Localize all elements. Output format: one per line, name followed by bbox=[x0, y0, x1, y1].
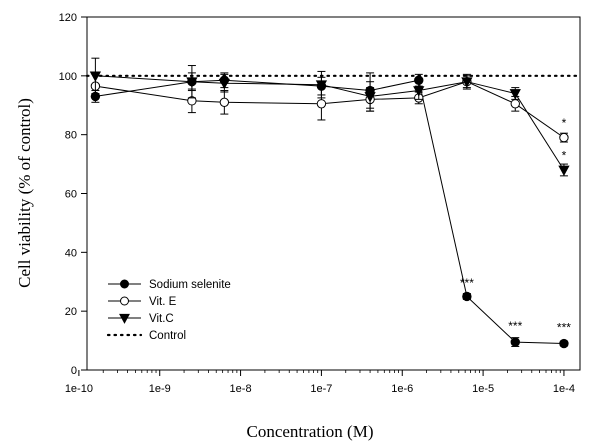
data-point bbox=[461, 77, 473, 88]
x-tick-label: 1e-4 bbox=[553, 383, 575, 395]
data-point bbox=[316, 99, 327, 109]
y-tick-label: 120 bbox=[59, 12, 77, 24]
legend-label: Vit. E bbox=[149, 296, 177, 308]
significance-marker: *** bbox=[508, 319, 522, 333]
legend-item: Vit. E bbox=[108, 296, 177, 308]
data-point bbox=[120, 279, 129, 289]
data-point bbox=[413, 86, 425, 97]
data-point bbox=[559, 132, 569, 143]
legend-item: Control bbox=[106, 330, 186, 342]
x-tick-label: 1e-9 bbox=[149, 383, 171, 395]
y-axis: 0 20 40 60 80 100 120 bbox=[59, 12, 87, 377]
x-axis: 1e-10 1e-9 1e-8 1e-7 1e-6 1e-5 1e-4 bbox=[65, 370, 575, 395]
x-tick-label: 1e-8 bbox=[230, 383, 252, 395]
y-axis-title: Cell viability (% of control) bbox=[15, 98, 34, 288]
significance-annotations: ****** ***** bbox=[460, 116, 571, 334]
significance-marker: *** bbox=[557, 320, 571, 334]
legend-item: Vit.C bbox=[108, 313, 174, 325]
legend-item: Sodium selenite bbox=[108, 279, 231, 291]
series-layer bbox=[89, 57, 570, 349]
y-tick-label: 80 bbox=[65, 130, 77, 142]
series-line bbox=[95, 75, 565, 171]
legend: Sodium selenite Vit. E Vit.C Control bbox=[106, 279, 231, 342]
data-point bbox=[120, 296, 129, 306]
x-tick-label: 1e-5 bbox=[472, 383, 494, 395]
series-vit-c bbox=[89, 57, 570, 177]
legend-label: Vit.C bbox=[149, 313, 174, 325]
data-point bbox=[510, 99, 520, 109]
x-axis-title: Concentration (M) bbox=[247, 422, 374, 441]
data-point bbox=[119, 313, 130, 324]
x-tick-label: 1e-6 bbox=[391, 383, 413, 395]
data-point bbox=[558, 165, 570, 177]
data-point bbox=[218, 78, 230, 90]
series-line bbox=[95, 81, 565, 139]
data-point bbox=[89, 71, 102, 82]
significance-marker: * bbox=[562, 116, 567, 130]
data-point bbox=[509, 89, 521, 100]
legend-label: Control bbox=[149, 330, 186, 342]
y-tick-label: 60 bbox=[65, 189, 77, 201]
y-tick-label: 40 bbox=[65, 247, 77, 259]
x-tick-label: 1e-7 bbox=[310, 383, 332, 395]
y-tick-label: 20 bbox=[65, 306, 77, 318]
data-point bbox=[219, 97, 230, 108]
significance-marker: *** bbox=[460, 276, 474, 290]
data-point bbox=[462, 291, 472, 302]
y-tick-label: 0 bbox=[71, 365, 77, 377]
data-point bbox=[186, 77, 198, 88]
x-tick-label: 1e-10 bbox=[65, 383, 93, 395]
data-point bbox=[510, 337, 520, 347]
series-vit-e bbox=[90, 73, 569, 143]
y-tick-label: 100 bbox=[59, 71, 77, 83]
data-point bbox=[315, 80, 328, 91]
significance-marker: * bbox=[562, 148, 567, 162]
legend-label: Sodium selenite bbox=[149, 279, 231, 291]
data-point bbox=[559, 338, 569, 349]
data-point bbox=[364, 92, 376, 103]
